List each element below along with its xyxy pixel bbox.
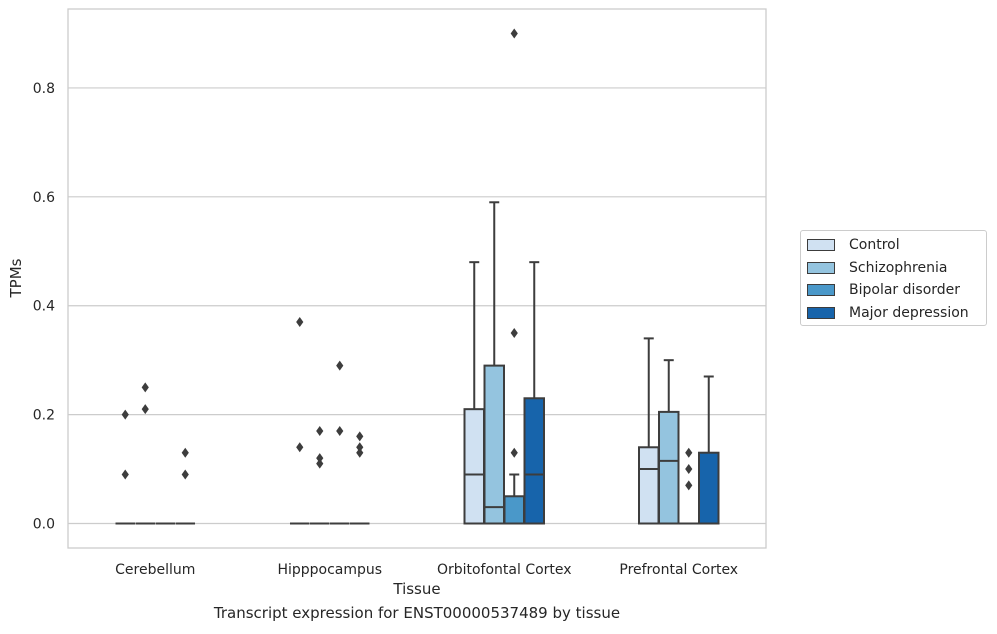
outlier-point xyxy=(141,404,149,415)
box-1-1 xyxy=(310,425,330,525)
legend-label: Schizophrenia xyxy=(849,259,948,276)
box-0-3 xyxy=(175,447,195,525)
box-2-1 xyxy=(483,201,505,525)
outlier-point xyxy=(510,327,518,338)
outlier-point xyxy=(316,425,324,436)
y-tick-label: 0.4 xyxy=(33,299,55,315)
box-1-0 xyxy=(290,317,310,525)
outlier-point xyxy=(121,469,129,480)
outlier-point xyxy=(316,453,324,464)
box-2-3 xyxy=(523,261,545,525)
outlier-point xyxy=(336,425,344,436)
x-tick-label: Cerebellum xyxy=(115,562,195,578)
outlier-point xyxy=(356,431,364,442)
box-2-0 xyxy=(463,261,485,525)
y-tick-label: 0.2 xyxy=(33,408,55,424)
outlier-point xyxy=(685,480,693,491)
box-3-2 xyxy=(679,447,699,525)
y-tick-label: 0.8 xyxy=(33,81,55,97)
legend-item: Bipolar disorder xyxy=(807,280,960,300)
x-tick-label: Orbitofontal Cortex xyxy=(437,562,572,578)
outlier-point xyxy=(181,469,189,480)
box-2-2 xyxy=(503,28,525,525)
y-tick-labels: 0.0 0.2 0.4 0.6 0.8 xyxy=(33,81,55,533)
legend-label: Control xyxy=(849,237,900,253)
box xyxy=(658,410,680,525)
box xyxy=(638,446,660,525)
outlier-point xyxy=(316,458,324,469)
box-3-1 xyxy=(658,359,680,525)
outlier-point xyxy=(296,317,304,328)
outlier-point xyxy=(296,442,304,453)
box-3-3 xyxy=(698,375,720,525)
x-tick-labels: Cerebellum Hipppocampus Orbitofontal Corte… xyxy=(115,562,738,578)
legend-swatch xyxy=(807,261,835,274)
outlier-point xyxy=(121,409,129,420)
outlier-point xyxy=(685,447,693,458)
box-1-3 xyxy=(350,431,370,525)
outlier-point xyxy=(181,447,189,458)
legend-item: Schizophrenia xyxy=(807,258,947,278)
y-tick-label: 0.0 xyxy=(33,517,55,533)
legend-swatch xyxy=(807,284,835,296)
box-0-0 xyxy=(115,409,135,525)
outlier-point xyxy=(336,360,344,371)
box xyxy=(698,451,720,525)
legend-swatch xyxy=(807,306,835,319)
outlier-point xyxy=(510,447,518,458)
box-1-2 xyxy=(330,360,350,525)
outlier-point xyxy=(685,464,693,475)
box xyxy=(503,495,525,525)
legend-item: Control xyxy=(807,235,900,255)
box xyxy=(523,397,545,525)
x-tick-label: Prefrontal Cortex xyxy=(619,562,738,578)
y-axis-label: TPMs xyxy=(7,258,25,298)
outlier-point xyxy=(141,382,149,393)
legend-item: Major depression xyxy=(807,303,969,323)
outlier-point xyxy=(356,442,364,453)
legend-label: Bipolar disorder xyxy=(849,282,961,298)
chart-caption: Transcript expression for ENST0000053748… xyxy=(213,604,621,622)
legend: Control Schizophrenia Bipolar disorder Majo… xyxy=(800,230,987,326)
outlier-point xyxy=(356,447,364,458)
box-3-0 xyxy=(638,337,660,525)
outlier-point xyxy=(510,28,518,39)
y-tick-label: 0.6 xyxy=(33,190,55,206)
legend-swatch xyxy=(807,239,835,251)
x-axis-label: Tissue xyxy=(392,580,440,598)
box-series xyxy=(115,28,720,525)
x-tick-label: Hipppocampus xyxy=(277,562,382,578)
box-0-1 xyxy=(135,382,155,525)
box xyxy=(463,408,485,525)
legend-label: Major depression xyxy=(849,304,969,321)
box xyxy=(483,364,505,525)
plot-border xyxy=(67,8,767,549)
